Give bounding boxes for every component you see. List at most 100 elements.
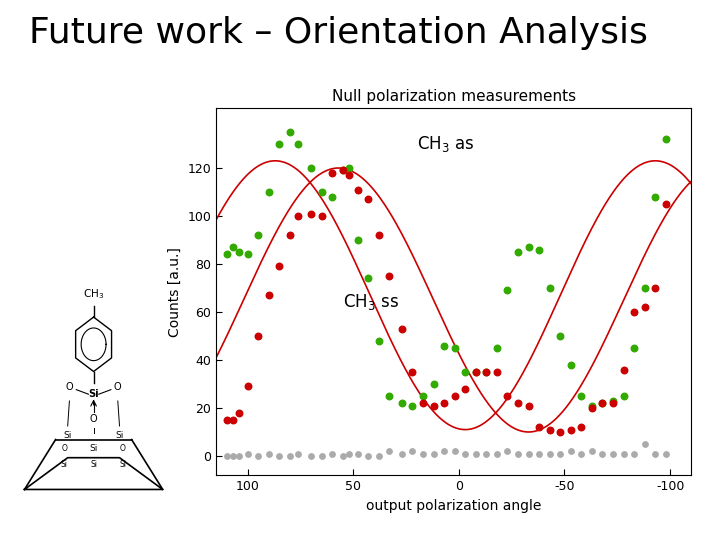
Point	[316, 212, 328, 220]
Text: O: O	[120, 444, 126, 453]
Point	[253, 332, 264, 340]
Point	[242, 382, 253, 391]
Point	[534, 423, 545, 431]
Point	[337, 451, 348, 460]
Point	[407, 368, 418, 376]
Point	[470, 368, 482, 376]
Point	[502, 286, 513, 295]
Point	[396, 325, 408, 333]
Point	[305, 210, 317, 218]
Point	[227, 243, 238, 252]
Point	[428, 401, 439, 410]
Point	[263, 188, 274, 197]
Point	[607, 399, 618, 408]
Point	[242, 449, 253, 458]
Point	[337, 166, 348, 175]
Point	[438, 341, 450, 350]
Point	[284, 127, 296, 136]
Point	[480, 449, 492, 458]
Text: Si: Si	[120, 460, 127, 469]
Point	[512, 449, 523, 458]
Point	[586, 404, 598, 413]
Point	[221, 451, 233, 460]
Point	[554, 332, 566, 340]
Point	[449, 343, 460, 352]
Point	[618, 449, 629, 458]
Point	[362, 195, 374, 204]
Point	[438, 399, 450, 408]
Point	[305, 451, 317, 460]
Point	[607, 396, 618, 405]
Point	[407, 447, 418, 456]
Point	[618, 365, 629, 374]
Point	[491, 449, 503, 458]
Point	[284, 231, 296, 240]
Point	[523, 243, 534, 252]
Point	[233, 408, 245, 417]
Point	[534, 245, 545, 254]
Text: Si: Si	[63, 430, 72, 440]
Point	[565, 361, 577, 369]
Point	[480, 368, 492, 376]
Point	[470, 368, 482, 376]
Text: Si: Si	[89, 389, 99, 399]
Point	[523, 401, 534, 410]
Point	[326, 192, 338, 201]
Point	[639, 284, 650, 292]
Text: CH$_3$ as: CH$_3$ as	[417, 134, 474, 154]
Point	[459, 368, 471, 376]
Point	[274, 262, 285, 271]
Point	[649, 192, 661, 201]
Point	[417, 399, 428, 408]
Text: Si: Si	[115, 430, 124, 440]
Point	[253, 451, 264, 460]
Point	[629, 449, 640, 458]
Point	[284, 451, 296, 460]
Point	[618, 392, 629, 400]
Point	[586, 447, 598, 456]
Point	[660, 200, 672, 208]
Point	[384, 392, 395, 400]
Point	[373, 451, 384, 460]
Text: Si: Si	[90, 460, 97, 469]
Point	[523, 449, 534, 458]
X-axis label: output polarization angle: output polarization angle	[366, 498, 541, 512]
Point	[373, 231, 384, 240]
Point	[597, 399, 608, 408]
Point	[373, 336, 384, 345]
Text: Si: Si	[89, 444, 98, 453]
Point	[565, 426, 577, 434]
Text: Future work – Orientation Analysis: Future work – Orientation Analysis	[29, 16, 648, 50]
Point	[428, 380, 439, 388]
Point	[326, 168, 338, 177]
Point	[459, 449, 471, 458]
Point	[316, 451, 328, 460]
Y-axis label: Counts [a.u.]: Counts [a.u.]	[168, 247, 181, 336]
Point	[649, 284, 661, 292]
Point	[660, 449, 672, 458]
Point	[554, 428, 566, 436]
Point	[502, 447, 513, 456]
Point	[459, 384, 471, 393]
Point	[649, 449, 661, 458]
Point	[544, 449, 555, 458]
Point	[396, 449, 408, 458]
Point	[639, 303, 650, 312]
Point	[292, 212, 304, 220]
Point	[233, 451, 245, 460]
Point	[227, 451, 238, 460]
Point	[253, 231, 264, 240]
Text: CH$_3$: CH$_3$	[83, 287, 104, 301]
Point	[343, 164, 355, 172]
Point	[502, 392, 513, 400]
Title: Null polarization measurements: Null polarization measurements	[331, 89, 576, 104]
Point	[343, 449, 355, 458]
Point	[263, 291, 274, 300]
Point	[352, 449, 364, 458]
Point	[449, 392, 460, 400]
Point	[512, 248, 523, 256]
Point	[221, 250, 233, 259]
Point	[544, 426, 555, 434]
Point	[575, 449, 587, 458]
Point	[428, 449, 439, 458]
